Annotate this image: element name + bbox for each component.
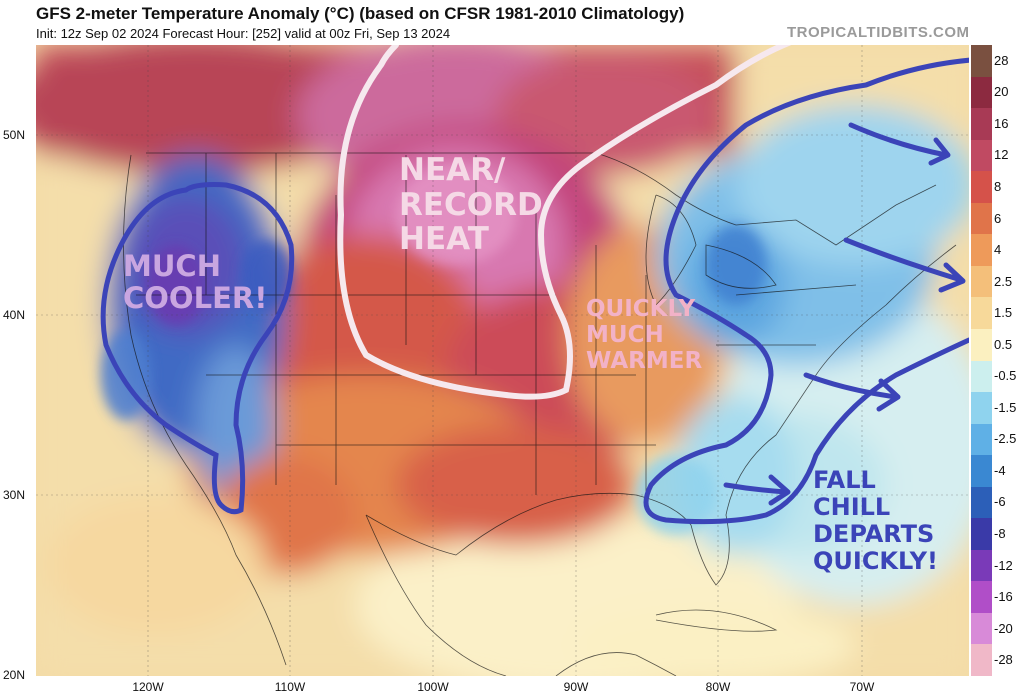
colorbar-segment bbox=[971, 455, 992, 488]
colorbar-segment bbox=[971, 297, 992, 330]
lat-label: 50N bbox=[3, 128, 26, 142]
chart-subtitle: Init: 12z Sep 02 2024 Forecast Hour: [25… bbox=[36, 26, 451, 41]
colorbar-segment bbox=[971, 265, 992, 298]
graticule bbox=[36, 45, 969, 676]
cool-west-outline bbox=[100, 182, 295, 515]
colorbar-segment bbox=[971, 581, 992, 614]
colorbar-label: -2.5 bbox=[994, 431, 1017, 447]
lon-label: 120W bbox=[132, 680, 164, 694]
colorbar-segment bbox=[971, 328, 992, 361]
lon-label: 110W bbox=[274, 680, 306, 694]
colorbar-segment bbox=[971, 486, 992, 519]
arrow-4 bbox=[723, 474, 791, 506]
watermark: TROPICALTIDBITS.COM bbox=[787, 24, 970, 41]
lat-label: 40N bbox=[3, 308, 26, 322]
colorbar-label: 28 bbox=[994, 52, 1009, 68]
colorbar-segment bbox=[971, 518, 992, 551]
annotation-fall-chill-departs: FALL CHILL DEPARTS QUICKLY! bbox=[813, 466, 938, 575]
anomaly-field bbox=[36, 45, 969, 676]
colorbar bbox=[971, 45, 992, 677]
colorbar-label: -20 bbox=[994, 620, 1013, 636]
lon-label: 70W bbox=[849, 680, 875, 694]
map-canvas bbox=[36, 45, 969, 676]
colorbar-label: -28 bbox=[994, 652, 1013, 668]
lat-label: 30N bbox=[3, 488, 26, 502]
colorbar-segment bbox=[971, 644, 992, 677]
colorbar-label: 1.5 bbox=[994, 305, 1013, 321]
colorbar-label: -6 bbox=[994, 494, 1006, 510]
lon-label: 90W bbox=[563, 680, 589, 694]
arrows bbox=[723, 122, 966, 506]
colorbar-segment bbox=[971, 108, 992, 141]
arrow-2 bbox=[843, 237, 966, 293]
colorbar-label: 8 bbox=[994, 178, 1002, 194]
colorbar-segment bbox=[971, 139, 992, 172]
colorbar-label: -8 bbox=[994, 526, 1006, 542]
colorbar-segment bbox=[971, 45, 992, 78]
colorbar-label: -4 bbox=[994, 462, 1006, 478]
chart-title: GFS 2-meter Temperature Anomaly (°C) (ba… bbox=[36, 4, 685, 23]
colorbar-label: -1.5 bbox=[994, 399, 1017, 415]
colorbar-label: 2.5 bbox=[994, 273, 1013, 289]
colorbar-segment bbox=[971, 171, 992, 204]
annotation-quickly-much-warmer: QUICKLY MUCH WARMER bbox=[586, 296, 703, 374]
colorbar-label: 6 bbox=[994, 210, 1002, 226]
colorbar-label: 4 bbox=[994, 242, 1002, 258]
colorbar-segment bbox=[971, 392, 992, 425]
colorbar-segment bbox=[971, 76, 992, 109]
colorbar-segment bbox=[971, 202, 992, 235]
lon-label: 80W bbox=[705, 680, 731, 694]
annotation-much-cooler: MUCH COOLER! bbox=[123, 249, 268, 316]
arrow-3 bbox=[803, 372, 901, 412]
heat-outline bbox=[337, 45, 792, 400]
colorbar-label: -0.5 bbox=[994, 368, 1017, 384]
annotation-near-record-heat: NEAR/ RECORD HEAT bbox=[399, 152, 543, 258]
colorbar-label: 0.5 bbox=[994, 336, 1013, 352]
arrow-1 bbox=[848, 122, 951, 166]
lat-label: 20N bbox=[3, 668, 26, 682]
colorbar-segment bbox=[971, 360, 992, 393]
colorbar-label: 20 bbox=[994, 84, 1009, 100]
anomaly-map: NEAR/ RECORD HEAT MUCH COOLER! QUICKLY M… bbox=[36, 45, 969, 676]
colorbar-label: -12 bbox=[994, 557, 1013, 573]
colorbar-segment bbox=[971, 549, 992, 582]
colorbar-label: 16 bbox=[994, 115, 1009, 131]
cool-east-outline bbox=[643, 57, 969, 525]
colorbar-label: -16 bbox=[994, 589, 1013, 605]
lon-label: 100W bbox=[417, 680, 449, 694]
colorbar-segment bbox=[971, 423, 992, 456]
colorbar-label: 12 bbox=[994, 147, 1009, 163]
colorbar-segment bbox=[971, 612, 992, 645]
colorbar-segment bbox=[971, 234, 992, 267]
